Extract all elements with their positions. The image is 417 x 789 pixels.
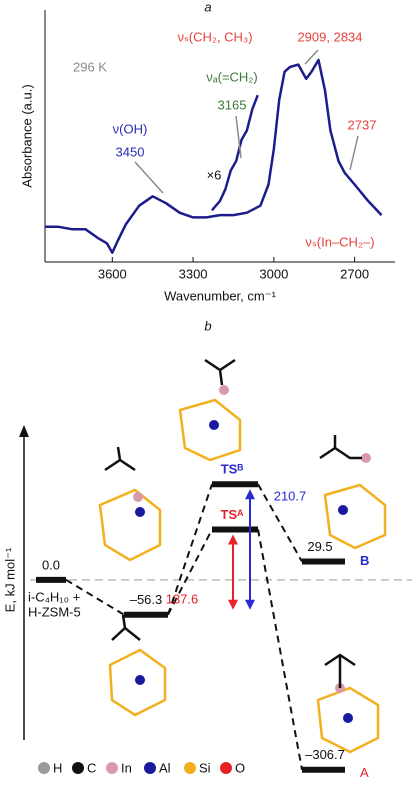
legend-swatch: [72, 762, 84, 774]
annotation-arrow: [134, 161, 164, 194]
legend-swatch: [220, 762, 232, 774]
level-value: –56.3: [130, 592, 163, 607]
zeolite-ring: [178, 398, 242, 462]
barrier-label: 210.7: [274, 488, 307, 503]
level-label: A: [360, 765, 369, 780]
level-value: –306.7: [305, 747, 345, 762]
connector: [167, 483, 213, 616]
arrow-head: [245, 599, 255, 610]
annotation: 3165: [218, 97, 247, 112]
zeolite-ring: [98, 488, 162, 562]
atom: [135, 507, 145, 517]
panel-label: a: [204, 0, 211, 14]
molecule: [319, 435, 362, 460]
zeolite-sketches: [98, 358, 387, 754]
legend-swatch: [144, 762, 156, 774]
legend-swatch: [106, 762, 118, 774]
molecule: [104, 446, 136, 472]
annotation: 2737: [348, 117, 377, 132]
legend-label: O: [235, 760, 245, 775]
y-axis-label: Absorbance (a.u.): [19, 84, 34, 187]
zeolite-ring: [108, 648, 167, 717]
legend-label: H: [53, 760, 62, 775]
atom: [361, 453, 371, 463]
arrow-head: [228, 599, 238, 610]
level-value: 29.5: [307, 539, 332, 554]
legend-label: Al: [159, 760, 171, 775]
connector: [167, 529, 213, 616]
level-label: H-ZSM-5: [28, 604, 81, 619]
spectrum-line: [210, 94, 259, 212]
x-tick-label: 3300: [179, 266, 208, 281]
annotation: ×6: [207, 167, 222, 182]
level-label: i-C₄H₁₀ +: [28, 589, 80, 604]
molecule: [111, 614, 141, 641]
zeolite-ring: [323, 483, 387, 550]
annotation: νₐ(=CH₂): [206, 69, 257, 84]
barrier-label: 137.6: [166, 591, 199, 606]
atom: [209, 420, 219, 430]
panel-label: b: [204, 318, 211, 333]
atom: [338, 505, 348, 515]
connector: [257, 483, 303, 563]
x-tick-label: 3600: [98, 266, 127, 281]
annotation-arrow: [304, 49, 319, 65]
arrow-head: [245, 489, 255, 500]
connector: [257, 529, 303, 770]
level-label: B: [360, 553, 369, 568]
legend-label: In: [121, 760, 132, 775]
annotation: 296 K: [73, 59, 107, 74]
annotation: 3450: [116, 144, 145, 159]
legend-swatch: [38, 762, 50, 774]
atom: [135, 675, 145, 685]
spectrum-line: [45, 58, 383, 254]
molecule: [204, 358, 236, 386]
x-tick-label: 3000: [259, 266, 288, 281]
atom: [343, 713, 353, 723]
legend-label: C: [87, 760, 96, 775]
legend-label: Si: [199, 760, 211, 775]
legend-swatch: [184, 762, 196, 774]
y-axis-label: E, kJ mol⁻¹: [2, 547, 17, 612]
arrow-head: [228, 534, 238, 545]
zeolite-ring: [316, 686, 380, 754]
atom: [133, 492, 143, 502]
level-value: 0.0: [42, 557, 60, 572]
annotation: νₛ(In–CH₂–): [305, 234, 374, 249]
level-label: TSᴬ: [221, 507, 245, 522]
y-axis-arrow: [19, 425, 29, 437]
x-tick-label: 2700: [340, 266, 369, 281]
molecule: [324, 653, 356, 688]
x-axis-label: Wavenumber, cm⁻¹: [164, 288, 277, 303]
annotation: ν(OH): [113, 121, 148, 136]
annotation: νₛ(CH₂, CH₃): [177, 29, 252, 44]
atom: [219, 385, 229, 395]
annotation: 2909, 2834: [297, 29, 362, 44]
annotation-arrow: [349, 135, 359, 171]
level-label: TSᴮ: [221, 462, 244, 477]
annotation-arrow: [235, 115, 242, 159]
